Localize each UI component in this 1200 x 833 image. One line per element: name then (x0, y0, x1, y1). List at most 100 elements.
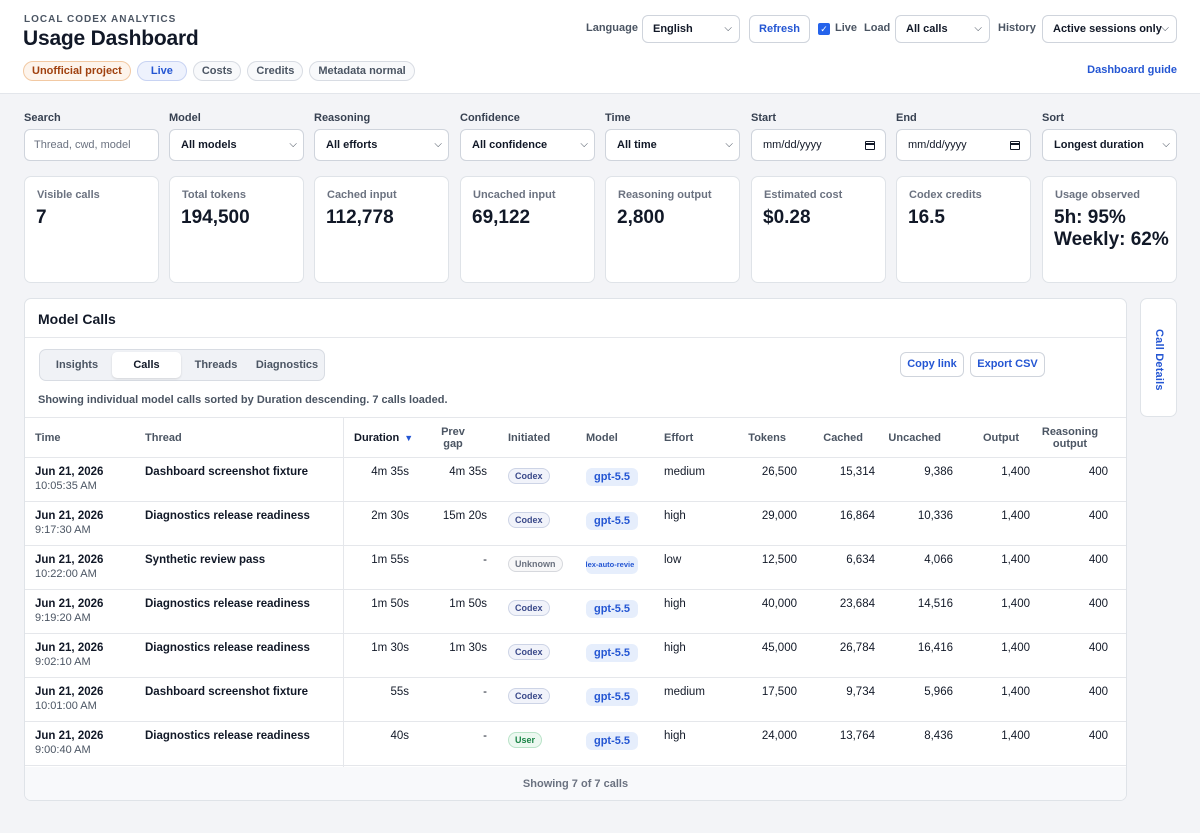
row-uncached: 9,386 (924, 466, 953, 478)
row-output: 1,400 (1001, 466, 1030, 478)
table-row[interactable]: Jun 21, 2026 9:17:30 AM Diagnostics rele… (25, 502, 1126, 546)
column-output[interactable]: Output (982, 432, 1019, 444)
initiated-badge: Codex (508, 600, 550, 616)
copy-link-button[interactable]: Copy link (900, 352, 964, 377)
row-duration: 40s (390, 730, 409, 742)
confidence-filter-select[interactable]: All confidence ⌵ (460, 129, 595, 161)
tab-calls[interactable]: Calls (112, 352, 181, 378)
initiated-badge: Unknown (508, 556, 563, 572)
column-cached[interactable]: Cached (823, 432, 863, 444)
column-model[interactable]: Model (586, 432, 618, 444)
row-cached: 6,634 (846, 554, 875, 566)
row-output: 1,400 (1001, 554, 1030, 566)
table-row[interactable]: Jun 21, 2026 10:05:35 AM Dashboard scree… (25, 458, 1126, 502)
stat-value: 16.5 (908, 207, 945, 228)
start-date-input[interactable]: mm/dd/yyyy (751, 129, 886, 161)
sort-select[interactable]: Longest duration ⌵ (1042, 129, 1177, 161)
stat-value: $0.28 (763, 207, 811, 228)
stat-label: Estimated cost (764, 189, 843, 201)
model-chip: gpt-5.5 (586, 688, 638, 706)
table-row[interactable]: Jun 21, 2026 9:02:10 AM Diagnostics rele… (25, 634, 1126, 678)
calendar-icon[interactable] (1010, 141, 1020, 150)
stat-card-uncached-input: Uncached input 69,122 (460, 176, 595, 283)
stat-card-usage-observed: Usage observed 5h: 95% Weekly: 62% (1042, 176, 1177, 283)
model-chip: gpt-5.5 (586, 644, 638, 662)
chevron-down-icon: ⌵ (1162, 139, 1170, 150)
status-badges: Unofficial project Live Costs Credits Me… (23, 61, 415, 81)
stat-card-cached-input: Cached input 112,778 (314, 176, 449, 283)
column-reasoning-output[interactable]: Reasoning output (1035, 426, 1105, 450)
model-chip: gpt-5.5 (586, 512, 638, 530)
tab-threads[interactable]: Threads (194, 359, 238, 371)
row-date: Jun 21, 2026 (35, 554, 104, 566)
column-time[interactable]: Time (35, 432, 61, 444)
row-reasoning: 400 (1088, 510, 1108, 522)
column-divider (343, 417, 344, 767)
refresh-button[interactable]: Refresh (749, 15, 810, 43)
table-row[interactable]: Jun 21, 2026 9:19:20 AM Diagnostics rele… (25, 590, 1126, 634)
chevron-down-icon: ⌵ (289, 139, 297, 150)
row-prev-gap: - (483, 686, 487, 698)
history-select[interactable]: Active sessions only ⌵ (1042, 15, 1177, 43)
row-thread[interactable]: Dashboard screenshot fixture (145, 466, 308, 478)
stat-value: 112,778 (326, 207, 394, 228)
credits-badge: Credits (247, 61, 304, 81)
column-uncached[interactable]: Uncached (888, 432, 941, 444)
reasoning-filter-select[interactable]: All efforts ⌵ (314, 129, 449, 161)
tab-insights[interactable]: Insights (55, 359, 99, 371)
tab-diagnostics[interactable]: Diagnostics (255, 359, 319, 371)
column-prev-gap[interactable]: Prev gap (433, 426, 473, 450)
model-filter-select[interactable]: All models ⌵ (169, 129, 304, 161)
time-filter-select[interactable]: All time ⌵ (605, 129, 740, 161)
column-tokens[interactable]: Tokens (748, 432, 786, 444)
model-chip: gpt-5.5 (586, 468, 638, 486)
row-duration: 4m 35s (371, 466, 409, 478)
sort-label: Sort (1042, 112, 1064, 124)
row-tokens: 17,500 (761, 686, 797, 698)
row-reasoning: 400 (1088, 466, 1108, 478)
table-row[interactable]: Jun 21, 2026 10:01:00 AM Dashboard scree… (25, 678, 1126, 722)
search-input[interactable]: Thread, cwd, model (24, 129, 159, 161)
chevron-down-icon: ⌵ (725, 139, 733, 150)
load-select[interactable]: All calls ⌵ (895, 15, 990, 43)
row-thread[interactable]: Synthetic review pass (145, 554, 266, 566)
chevron-down-icon: ⌵ (434, 139, 442, 150)
start-date-placeholder: mm/dd/yyyy (763, 139, 822, 151)
language-select[interactable]: English ⌵ (642, 15, 740, 43)
column-effort[interactable]: Effort (664, 432, 694, 444)
row-prev-gap: 1m 50s (449, 598, 487, 610)
column-duration[interactable]: Duration ▼ (354, 432, 413, 444)
row-prev-gap: 4m 35s (449, 466, 487, 478)
live-toggle-label[interactable]: Live (835, 22, 858, 34)
top-header: LOCAL CODEX ANALYTICS Usage Dashboard Un… (0, 0, 1200, 94)
row-thread[interactable]: Dashboard screenshot fixture (145, 686, 308, 698)
calendar-icon[interactable] (865, 141, 875, 150)
row-uncached: 16,416 (917, 642, 953, 654)
table-row[interactable]: Jun 21, 2026 9:00:40 AM Diagnostics rele… (25, 722, 1126, 766)
load-label: Load (864, 22, 891, 34)
row-date: Jun 21, 2026 (35, 510, 104, 522)
row-tokens: 24,000 (761, 730, 797, 742)
chevron-down-icon: ⌵ (974, 23, 982, 34)
column-thread[interactable]: Thread (145, 432, 182, 444)
row-thread[interactable]: Diagnostics release readiness (145, 642, 310, 654)
initiated-badge: Codex (508, 688, 550, 704)
export-csv-button[interactable]: Export CSV (970, 352, 1045, 377)
live-checkbox[interactable]: ✓ (818, 23, 830, 35)
call-details-drawer-tab[interactable]: Call Details (1140, 298, 1177, 417)
stat-label: Codex credits (909, 189, 982, 201)
end-date-input[interactable]: mm/dd/yyyy (896, 129, 1031, 161)
row-thread[interactable]: Diagnostics release readiness (145, 510, 310, 522)
table-row[interactable]: Jun 21, 2026 10:22:00 AM Synthetic revie… (25, 546, 1126, 590)
row-duration: 55s (390, 686, 409, 698)
column-initiated[interactable]: Initiated (508, 432, 551, 444)
sort-descending-icon: ▼ (404, 433, 414, 443)
stat-value: 7 (36, 207, 47, 228)
row-thread[interactable]: Diagnostics release readiness (145, 598, 310, 610)
row-thread[interactable]: Diagnostics release readiness (145, 730, 310, 742)
stat-label: Visible calls (37, 189, 100, 201)
table-header: Time Thread Duration ▼ Prev gap Initiate… (25, 417, 1126, 458)
row-cached: 13,764 (839, 730, 875, 742)
dashboard-guide-link[interactable]: Dashboard guide (1087, 64, 1177, 76)
time-filter-value: All time (617, 139, 657, 151)
